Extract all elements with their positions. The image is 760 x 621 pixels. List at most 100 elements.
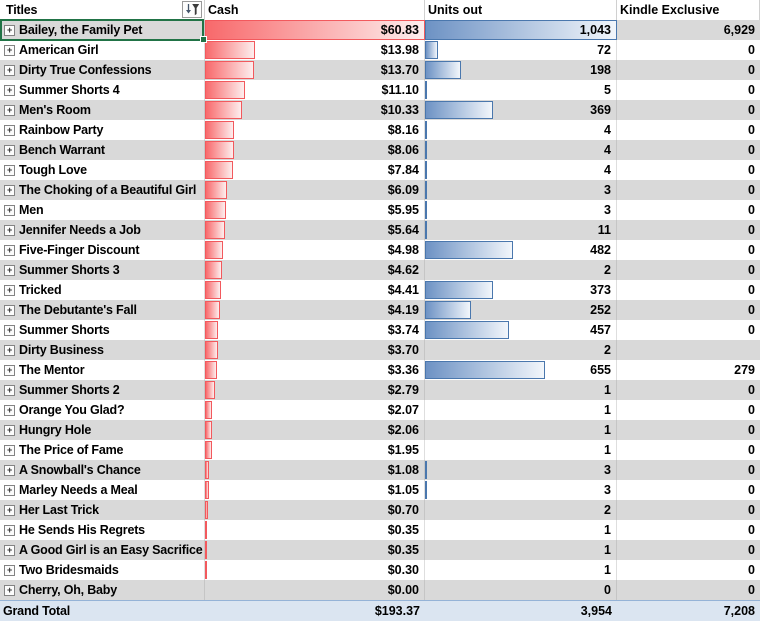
expand-button[interactable]: + xyxy=(4,204,15,216)
selection-fill-handle[interactable] xyxy=(200,36,207,43)
units-out-cell[interactable]: 3 xyxy=(425,460,617,480)
cash-cell[interactable]: $4.62 xyxy=(205,260,425,280)
expand-button[interactable]: + xyxy=(4,104,15,116)
kindle-exclusive-cell[interactable]: 0 xyxy=(617,260,760,280)
cash-cell[interactable]: $4.41 xyxy=(205,280,425,300)
cash-cell[interactable]: $0.30 xyxy=(205,560,425,580)
title-cell[interactable]: + American Girl xyxy=(0,40,205,60)
cash-cell[interactable]: $4.19 xyxy=(205,300,425,320)
expand-button[interactable]: + xyxy=(4,144,15,156)
title-cell[interactable]: + A Good Girl is an Easy Sacrifice xyxy=(0,540,205,560)
grand-total-label-cell[interactable]: Grand Total xyxy=(0,601,205,621)
cash-cell[interactable]: $4.98 xyxy=(205,240,425,260)
kindle-exclusive-cell[interactable]: 0 xyxy=(617,80,760,100)
title-cell[interactable]: + Five-Finger Discount xyxy=(0,240,205,260)
expand-button[interactable]: + xyxy=(4,164,15,176)
cash-cell[interactable]: $8.16 xyxy=(205,120,425,140)
grand-total-cash-cell[interactable]: $193.37 xyxy=(205,601,425,621)
units-out-cell[interactable]: 373 xyxy=(425,280,617,300)
title-cell[interactable]: + The Debutante's Fall xyxy=(0,300,205,320)
units-out-cell[interactable]: 1 xyxy=(425,520,617,540)
kindle-exclusive-cell[interactable]: 0 xyxy=(617,580,760,600)
expand-button[interactable]: + xyxy=(4,24,15,36)
grand-total-units-cell[interactable]: 3,954 xyxy=(425,601,617,621)
expand-button[interactable]: + xyxy=(4,484,15,496)
title-cell[interactable]: + The Price of Fame xyxy=(0,440,205,460)
kindle-exclusive-cell[interactable]: 0 xyxy=(617,420,760,440)
expand-button[interactable]: + xyxy=(4,184,15,196)
units-out-cell[interactable]: 1 xyxy=(425,440,617,460)
title-cell[interactable]: + Jennifer Needs a Job xyxy=(0,220,205,240)
expand-button[interactable]: + xyxy=(4,584,15,596)
kindle-exclusive-cell[interactable]: 0 xyxy=(617,280,760,300)
units-out-cell[interactable]: 11 xyxy=(425,220,617,240)
title-cell[interactable]: + Marley Needs a Meal xyxy=(0,480,205,500)
kindle-exclusive-cell[interactable]: 0 xyxy=(617,300,760,320)
title-cell[interactable]: + Bailey, the Family Pet xyxy=(0,19,207,43)
kindle-exclusive-cell[interactable]: 0 xyxy=(617,200,760,220)
kindle-exclusive-cell[interactable]: 0 xyxy=(617,140,760,160)
title-cell[interactable]: + Cherry, Oh, Baby xyxy=(0,580,205,600)
cash-cell[interactable]: $0.35 xyxy=(205,540,425,560)
cash-cell[interactable]: $8.06 xyxy=(205,140,425,160)
title-cell[interactable]: + Hungry Hole xyxy=(0,420,205,440)
expand-button[interactable]: + xyxy=(4,264,15,276)
title-cell[interactable]: + Orange You Glad? xyxy=(0,400,205,420)
cash-cell[interactable]: $0.35 xyxy=(205,520,425,540)
units-out-cell[interactable]: 1 xyxy=(425,540,617,560)
title-cell[interactable]: + Dirty Business xyxy=(0,340,205,360)
expand-button[interactable]: + xyxy=(4,324,15,336)
filter-button[interactable] xyxy=(182,1,202,18)
cash-cell[interactable]: $6.09 xyxy=(205,180,425,200)
units-out-cell[interactable]: 3 xyxy=(425,180,617,200)
cash-cell[interactable]: $13.98 xyxy=(205,40,425,60)
cash-cell[interactable]: $2.79 xyxy=(205,380,425,400)
title-cell[interactable]: + Bench Warrant xyxy=(0,140,205,160)
kindle-exclusive-cell[interactable]: 0 xyxy=(617,460,760,480)
kindle-exclusive-cell[interactable]: 0 xyxy=(617,480,760,500)
title-cell[interactable]: + Her Last Trick xyxy=(0,500,205,520)
expand-button[interactable]: + xyxy=(4,64,15,76)
title-cell[interactable]: + He Sends His Regrets xyxy=(0,520,205,540)
cash-cell[interactable]: $3.70 xyxy=(205,340,425,360)
units-out-cell[interactable]: 2 xyxy=(425,500,617,520)
title-cell[interactable]: + Men xyxy=(0,200,205,220)
kindle-exclusive-cell[interactable]: 0 xyxy=(617,500,760,520)
title-cell[interactable]: + Rainbow Party xyxy=(0,120,205,140)
units-out-cell[interactable]: 1 xyxy=(425,420,617,440)
kindle-exclusive-cell[interactable]: 0 xyxy=(617,520,760,540)
expand-button[interactable]: + xyxy=(4,404,15,416)
expand-button[interactable]: + xyxy=(4,124,15,136)
cash-cell[interactable]: $3.74 xyxy=(205,320,425,340)
kindle-exclusive-cell[interactable]: 0 xyxy=(617,160,760,180)
expand-button[interactable]: + xyxy=(4,544,15,556)
units-out-cell[interactable]: 3 xyxy=(425,200,617,220)
kindle-exclusive-cell[interactable]: 0 xyxy=(617,100,760,120)
expand-button[interactable]: + xyxy=(4,444,15,456)
kindle-exclusive-cell[interactable]: 0 xyxy=(617,440,760,460)
units-out-cell[interactable]: 72 xyxy=(425,40,617,60)
title-cell[interactable]: + Summer Shorts 3 xyxy=(0,260,205,280)
kindle-exclusive-cell[interactable]: 0 xyxy=(617,540,760,560)
expand-button[interactable]: + xyxy=(4,344,15,356)
kindle-exclusive-cell[interactable]: 279 xyxy=(617,360,760,380)
cash-cell[interactable]: $5.64 xyxy=(205,220,425,240)
expand-button[interactable]: + xyxy=(4,524,15,536)
title-cell[interactable]: + The Choking of a Beautiful Girl xyxy=(0,180,205,200)
units-out-cell[interactable]: 4 xyxy=(425,120,617,140)
cash-cell[interactable]: $3.36 xyxy=(205,360,425,380)
expand-button[interactable]: + xyxy=(4,84,15,96)
cash-cell[interactable]: $60.83 xyxy=(205,20,425,40)
cash-cell[interactable]: $2.07 xyxy=(205,400,425,420)
units-out-cell[interactable]: 482 xyxy=(425,240,617,260)
units-out-cell[interactable]: 198 xyxy=(425,60,617,80)
title-cell[interactable]: + A Snowball's Chance xyxy=(0,460,205,480)
kindle-exclusive-cell[interactable]: 0 xyxy=(617,320,760,340)
kindle-exclusive-cell[interactable]: 0 xyxy=(617,120,760,140)
units-out-cell[interactable]: 2 xyxy=(425,340,617,360)
kindle-exclusive-cell[interactable]: 6,929 xyxy=(617,20,760,40)
expand-button[interactable]: + xyxy=(4,384,15,396)
title-cell[interactable]: + Men's Room xyxy=(0,100,205,120)
title-cell[interactable]: + Summer Shorts 2 xyxy=(0,380,205,400)
kindle-exclusive-cell[interactable] xyxy=(617,340,760,360)
